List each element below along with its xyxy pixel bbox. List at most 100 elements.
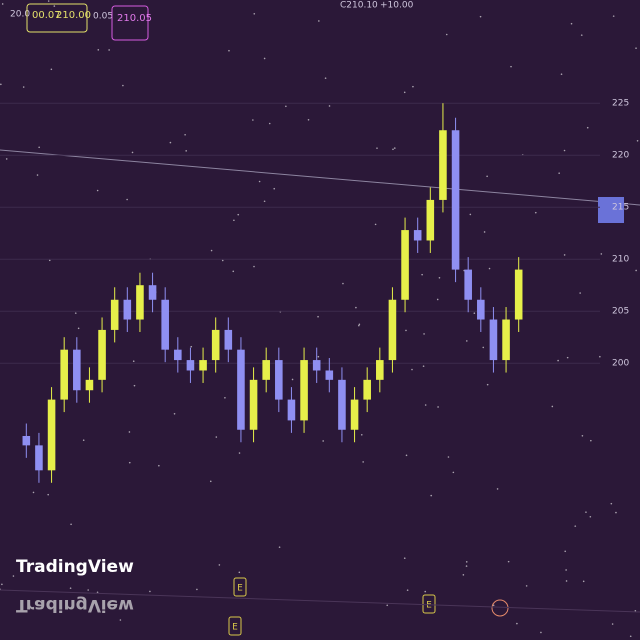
speckle — [636, 140, 639, 142]
speckle — [342, 282, 344, 285]
speckle — [253, 265, 255, 268]
speckle — [38, 146, 40, 149]
speckle — [328, 105, 331, 107]
price-line — [0, 149, 640, 206]
speckle — [586, 126, 589, 129]
speckle — [492, 604, 495, 607]
speckle — [132, 360, 135, 363]
speckle — [263, 57, 266, 60]
speckle — [133, 384, 136, 387]
candle-body — [489, 319, 498, 361]
speckle — [445, 33, 448, 36]
speckle — [473, 312, 476, 314]
speckle — [635, 47, 637, 49]
speckle — [285, 105, 287, 108]
speckle — [96, 591, 99, 594]
speckle — [317, 355, 320, 358]
speckle — [69, 587, 72, 589]
speckle — [386, 604, 389, 607]
speckle — [510, 65, 512, 68]
spread: 0.05 — [93, 12, 113, 22]
speckle — [482, 346, 485, 349]
candle-body — [136, 285, 144, 320]
speckle — [32, 491, 35, 494]
speckle — [599, 355, 601, 358]
speckle — [318, 20, 320, 22]
speckle — [557, 359, 559, 362]
bid-button[interactable] — [26, 3, 88, 33]
speckle — [108, 49, 110, 51]
event-marker[interactable] — [228, 616, 242, 636]
speckle — [273, 187, 276, 190]
ask-button[interactable] — [111, 5, 149, 41]
speckle — [238, 571, 241, 574]
event-marker[interactable] — [422, 594, 436, 614]
speckle — [149, 590, 151, 593]
brand-logo: TradingView — [16, 557, 134, 577]
speckle — [258, 180, 261, 183]
speckle — [1, 3, 4, 5]
speckle — [307, 118, 310, 121]
candle-body — [363, 379, 371, 400]
speckle — [405, 454, 408, 457]
speckle — [210, 249, 213, 252]
speckle — [77, 327, 80, 330]
brand-reflection: TradingView — [16, 595, 134, 615]
speckle — [128, 431, 131, 433]
speckle — [560, 73, 563, 75]
speckle — [228, 49, 230, 52]
speckle — [47, 493, 49, 496]
candle-body — [388, 299, 397, 361]
speckle — [70, 523, 72, 526]
speckle — [421, 273, 423, 276]
speckle — [564, 550, 567, 553]
speckle — [173, 412, 176, 415]
speckle — [1, 583, 3, 586]
candle-body — [300, 360, 308, 421]
speckle — [534, 211, 537, 214]
speckle — [403, 557, 406, 560]
speckle — [47, 0, 50, 2]
speckle — [405, 329, 407, 332]
candle-body — [262, 360, 270, 380]
speckle — [580, 34, 583, 36]
speckle — [507, 560, 510, 563]
speckle — [579, 292, 581, 294]
speckle — [570, 22, 573, 25]
speckle — [516, 622, 518, 625]
speckle — [224, 396, 226, 399]
header-ohlc: C210.10 — [340, 1, 378, 11]
ask: 210.05 — [117, 13, 152, 24]
speckle — [635, 269, 637, 272]
candle-body — [464, 269, 472, 300]
speckle — [412, 85, 414, 88]
speckle — [424, 590, 427, 593]
speckle — [317, 315, 319, 318]
speckle — [585, 511, 587, 513]
speckle — [563, 254, 566, 256]
dividend-marker[interactable] — [491, 599, 509, 617]
speckle — [215, 436, 218, 438]
speckle — [237, 213, 240, 216]
speckle — [196, 588, 198, 591]
speckle — [479, 15, 482, 18]
y-tick-label: 215 — [612, 203, 629, 213]
candle-body — [451, 130, 460, 270]
speckle — [278, 546, 281, 548]
candle-body — [350, 399, 359, 430]
event-marker[interactable] — [233, 577, 247, 597]
speckle — [411, 368, 413, 371]
speckle — [558, 172, 560, 174]
chart: 200 205 210 215 220 225 — [0, 99, 629, 483]
speckle — [496, 488, 499, 490]
candle-body — [312, 360, 321, 371]
event-label: E — [232, 623, 238, 633]
speckle — [465, 340, 468, 342]
y-tick-label: 220 — [612, 151, 629, 161]
speckle — [612, 15, 615, 17]
speckle — [122, 84, 124, 87]
speckle — [615, 511, 617, 514]
candle-body — [338, 379, 346, 430]
speckle — [233, 219, 235, 222]
